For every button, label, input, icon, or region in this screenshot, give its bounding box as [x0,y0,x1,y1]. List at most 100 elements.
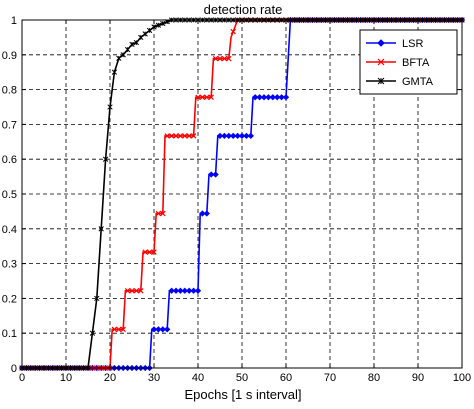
legend-label: GMTA [402,76,434,88]
data-point [160,210,166,217]
data-point [129,41,135,48]
x-tick-label: 40 [192,372,204,384]
y-tick-label: 0.2 [2,293,17,305]
y-tick-label: 0.9 [2,50,17,62]
x-tick-label: 70 [324,372,336,384]
y-tick-label: 1 [11,15,17,27]
data-point [269,94,276,101]
data-point [199,210,206,217]
data-point [203,210,210,217]
y-tick-label: 0.8 [2,85,17,97]
data-point [225,132,232,140]
x-tick-label: 30 [148,372,160,384]
data-point [155,22,162,28]
data-point [164,326,171,333]
y-tick-label: 0 [11,363,17,375]
data-point [111,69,118,75]
data-point [186,287,193,294]
data-point [133,39,140,46]
data-point [221,132,228,140]
data-point [124,46,131,53]
legend-item-bfta: BFTA [366,57,430,69]
data-point [247,132,254,140]
data-point [151,24,157,30]
y-tick-label: 0.6 [2,154,17,166]
data-point [204,94,210,100]
data-point [150,326,158,333]
data-point [377,58,385,66]
legend: LSR BFTA GMTA [359,29,458,95]
data-point [116,55,122,61]
data-point [195,94,201,100]
data-point [252,94,259,101]
data-point [155,210,162,217]
data-point [120,326,126,333]
data-point [186,133,192,139]
data-point [151,249,157,255]
data-point [194,287,202,294]
data-point [226,55,232,62]
legend-label: LSR [402,38,423,50]
data-point [168,133,175,139]
data-point [234,132,241,140]
legend-item-gmta: GMTA [366,76,434,88]
legend-item-lsr: LSR [366,38,423,50]
data-point [94,295,100,302]
y-tick-label: 0.5 [2,189,17,201]
data-point [377,39,385,47]
data-point [377,77,385,85]
data-point [111,326,118,333]
y-tick-label: 0.7 [2,119,17,131]
y-tick-label: 0.3 [2,259,17,271]
legend-label: BFTA [402,57,430,69]
x-axis-label: Epochs [1 s interval] [184,387,301,402]
data-point [265,94,272,101]
x-tick-label: 80 [368,372,380,384]
x-tick-label: 60 [280,372,292,384]
data-point [129,288,135,294]
data-point [155,326,162,333]
data-point [278,94,285,101]
data-point [182,133,188,139]
data-point [124,288,131,294]
data-point [120,52,126,58]
data-point [138,288,144,294]
data-point [142,249,148,255]
data-point [164,133,170,139]
data-point [190,133,197,139]
data-point [173,133,179,139]
data-point [282,94,290,101]
data-point [138,34,144,41]
data-point [208,171,215,178]
chart-title: detection rate [204,2,283,17]
data-point [212,171,219,178]
data-point [116,326,122,333]
x-tick-label: 50 [236,372,248,384]
data-point [89,330,96,336]
grid [22,20,462,368]
y-tick-label: 0.1 [2,328,17,340]
data-point [238,132,246,140]
x-tick-label: 10 [60,372,72,384]
data-point [159,326,166,333]
data-point [199,94,206,100]
data-point [190,287,197,294]
data-point [212,55,219,62]
data-point [177,133,184,139]
data-point [142,31,148,37]
x-tick-label: 90 [412,372,424,384]
data-point [133,288,140,294]
data-point [102,156,109,162]
data-point [107,104,113,110]
data-point [260,94,268,101]
x-tick-label: 20 [104,372,116,384]
data-point [274,94,281,101]
data-point [230,28,236,35]
data-point [230,132,237,140]
data-point [146,27,153,34]
y-tick-label: 0.4 [2,224,17,236]
data-point [243,132,250,140]
data-point [160,20,166,27]
x-tick-label: 0 [19,372,25,384]
